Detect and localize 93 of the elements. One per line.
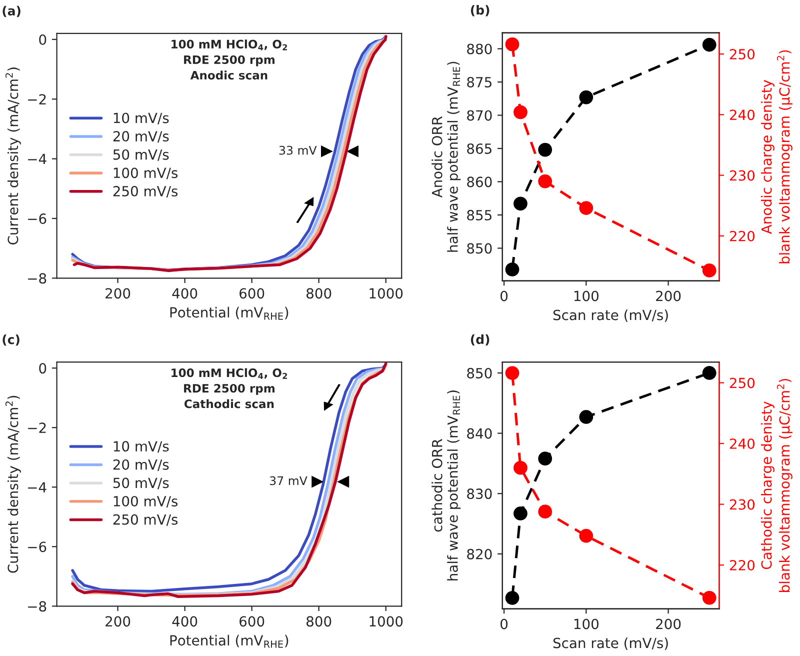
legend-label: 100 mV/s	[114, 496, 178, 508]
x-tick-label: 1000	[370, 288, 403, 299]
point	[702, 366, 716, 380]
chart-title: (d)	[470, 334, 490, 346]
x-tick-label: 800	[306, 288, 332, 299]
y-tick-label: 0	[39, 34, 46, 45]
y2-tick-label: 220	[730, 230, 755, 242]
point	[505, 366, 520, 380]
legend-label: 10 mV/s	[114, 112, 169, 124]
legend-label: 10 mV/s	[114, 441, 169, 453]
point	[514, 460, 528, 475]
y2-tick-label: 230	[730, 499, 755, 510]
x-axis-title: Scan rate (mV/s)	[553, 638, 668, 650]
y-tick-label: 875	[467, 76, 492, 88]
legend-label: 250 mV/s	[113, 186, 178, 198]
point	[579, 410, 594, 424]
point	[579, 201, 594, 215]
y-tick-label: 860	[467, 176, 492, 188]
y2-tick-label: 240	[730, 110, 755, 120]
x-tick-label: 200	[106, 616, 130, 627]
y-tick-label: −2	[28, 94, 46, 104]
y-tick-label: 0	[39, 363, 46, 374]
x-axis-title: Scan rate (mV/s)	[553, 310, 668, 322]
point	[505, 262, 520, 276]
x-tick-label: 100	[574, 618, 598, 630]
x-tick-label: 400	[172, 616, 198, 627]
point	[514, 196, 528, 211]
point	[514, 506, 528, 520]
y-tick-label: −6	[28, 213, 46, 224]
y-tick-label: −6	[28, 542, 46, 552]
x-tick-label: 0	[500, 618, 508, 630]
annotation: 100 mM HClO$_{4}$, O$_{2}$ RDE 2500 rpm Anodic scan	[172, 40, 287, 80]
y2-tick-label: 220	[730, 560, 755, 570]
point	[702, 38, 716, 52]
point	[579, 528, 594, 543]
y-axis-title: cathodic ORR half wave potential (mV$_{RHE}$)	[432, 390, 461, 580]
x-tick-label: 400	[172, 288, 198, 299]
x-tick-label: 200	[656, 618, 681, 630]
point	[702, 264, 716, 278]
y2-axis-title: Anodic charge denisty blank voltammogram (μC/cm$^{2}$)	[760, 50, 792, 264]
y-tick-label: −2	[28, 422, 46, 433]
chart-title: (b)	[470, 5, 490, 16]
y-tick-label: 850	[467, 243, 492, 254]
y-tick-label: −4	[28, 482, 46, 492]
x-tick-label: 200	[656, 290, 681, 302]
point	[538, 142, 552, 157]
y-tick-label: 850	[467, 368, 492, 378]
y-tick-label: 830	[467, 488, 492, 500]
y-tick-label: 855	[467, 210, 492, 220]
y2-tick-label: 250	[730, 378, 755, 388]
y-axis-title: Anodic ORR half wave potential (mV$_{RHE}$)	[432, 62, 461, 252]
point	[505, 37, 520, 52]
y-tick-label: 880	[467, 44, 492, 54]
y2-axis-title: Cathodic charge denisty blank voltammogram (μC/cm$^{2}$)	[760, 378, 792, 592]
x-tick-label: 600	[240, 616, 264, 627]
annotation: 100 mM HClO$_{4}$, O$_{2}$ RDE 2500 rpm Cathodic scan	[172, 368, 287, 408]
legend-label: 250 mV/s	[113, 514, 178, 526]
chart-title: (a)	[2, 6, 20, 17]
y-tick-label: −8	[28, 601, 46, 612]
annotation: 37 mV	[270, 476, 308, 486]
y-axis-title: Current density (mA/cm$^{2}$)	[5, 68, 21, 244]
legend-label: 100 mV/s	[114, 168, 178, 180]
y-tick-label: −4	[28, 154, 46, 164]
legend-label: 50 mV/s	[113, 478, 169, 490]
y2-tick-label: 240	[730, 438, 755, 449]
point	[538, 504, 552, 519]
point	[538, 174, 552, 188]
legend-label: 20 mV/s	[113, 131, 169, 143]
x-tick-label: 200	[106, 288, 130, 299]
point	[702, 590, 716, 605]
y-axis-title: Current density (mA/cm$^{2}$)	[5, 396, 21, 573]
y-tick-label: 840	[467, 428, 492, 439]
x-tick-label: 600	[240, 288, 264, 299]
x-tick-label: 1000	[370, 616, 403, 627]
x-tick-label: 0	[500, 290, 508, 302]
y-tick-label: 865	[467, 143, 492, 154]
x-axis-title: Potential (mV$_{RHE}$)	[170, 634, 288, 648]
y-tick-label: 870	[467, 110, 492, 121]
y-tick-label: −8	[28, 273, 46, 284]
legend-label: 50 mV/s	[113, 149, 169, 161]
y-tick-label: 820	[467, 548, 492, 560]
point	[514, 105, 528, 120]
chart-title: (c)	[2, 334, 20, 346]
x-tick-label: 800	[306, 616, 332, 627]
x-axis-title: Potential (mV$_{RHE}$)	[170, 306, 288, 320]
x-tick-label: 100	[574, 290, 598, 302]
annotation: 33 mV	[279, 146, 317, 155]
legend-label: 20 mV/s	[113, 459, 169, 471]
point	[505, 590, 520, 605]
point	[538, 452, 552, 466]
point	[579, 90, 594, 104]
y2-tick-label: 250	[730, 48, 755, 60]
y2-tick-label: 230	[730, 170, 755, 181]
